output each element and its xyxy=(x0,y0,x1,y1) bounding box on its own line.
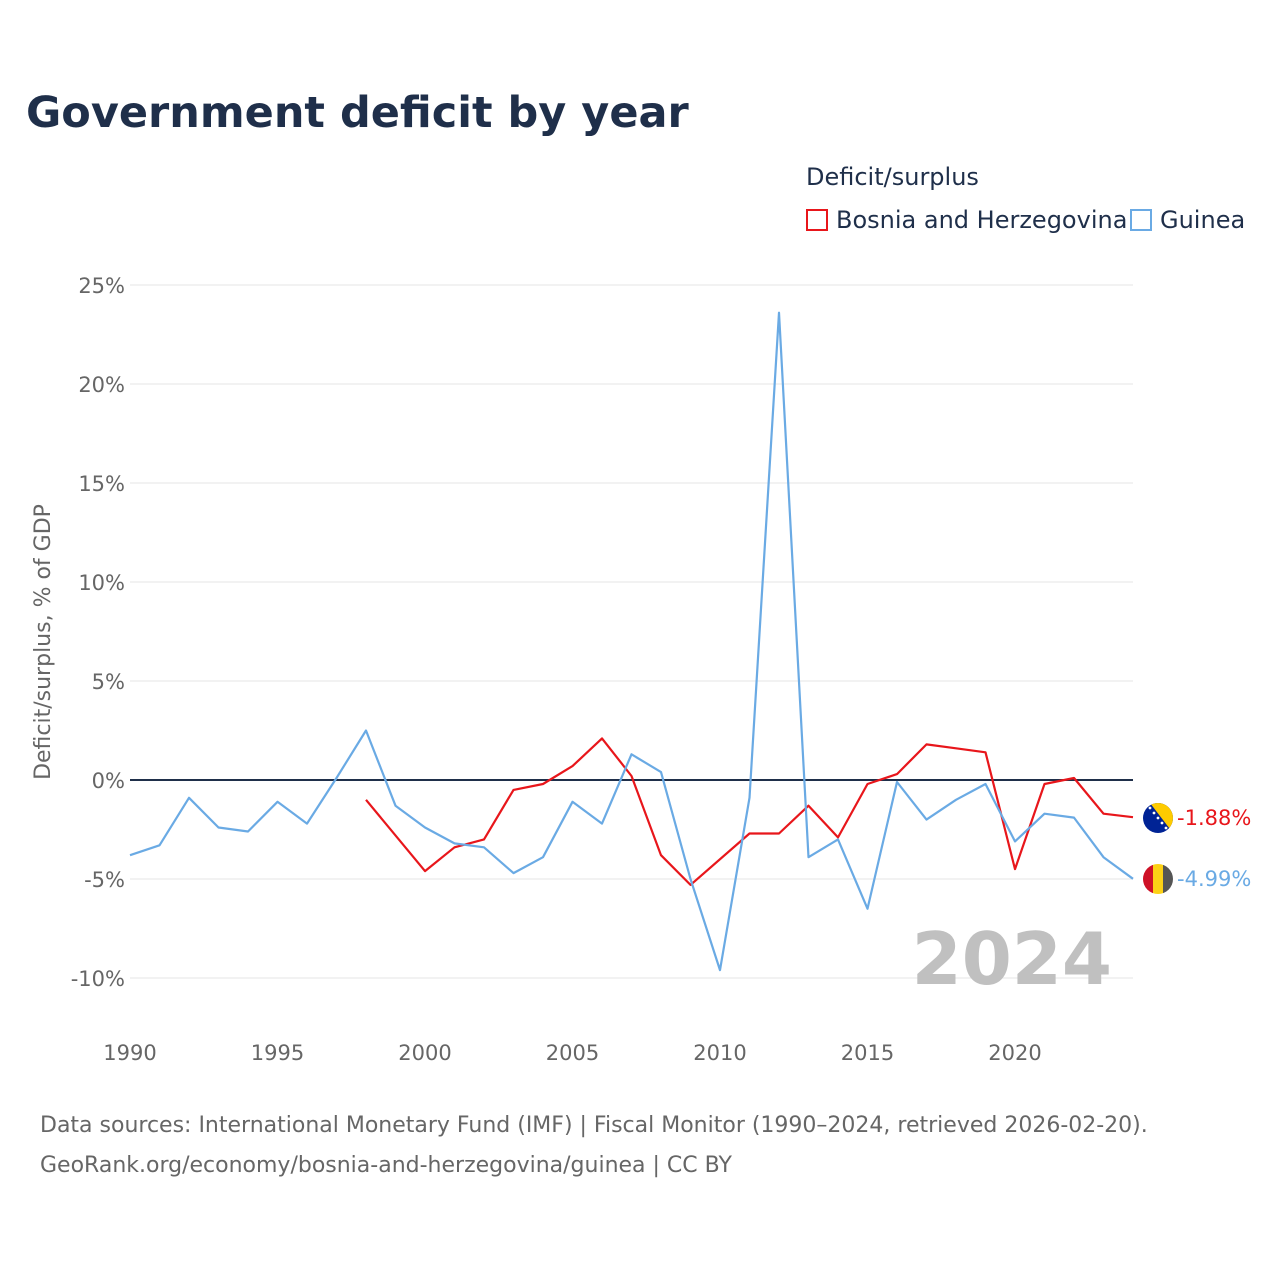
x-tick-label: 1995 xyxy=(251,1041,304,1065)
y-tick-label: 5% xyxy=(92,670,125,694)
legend-swatch-guinea xyxy=(1130,209,1152,231)
x-tick-label: 2005 xyxy=(546,1041,599,1065)
source-line-1: Data sources: International Monetary Fun… xyxy=(40,1113,1148,1138)
grid-lines xyxy=(130,284,1133,979)
x-axis-ticks: 1990 1995 2000 2005 2010 2015 2020 xyxy=(103,1041,1041,1065)
end-label-bosnia: -1.88% xyxy=(1177,806,1251,830)
chart-title: Government deficit by year xyxy=(26,88,689,138)
series-lines xyxy=(129,311,1134,972)
flag-guinea-icon xyxy=(1143,864,1173,894)
year-watermark: 2024 xyxy=(912,917,1112,1001)
source-note: Data sources: International Monetary Fun… xyxy=(40,1106,1148,1186)
legend-swatch-bosnia xyxy=(806,209,828,231)
series-line-guinea xyxy=(129,311,1134,972)
legend-label-bosnia: Bosnia and Herzegovina xyxy=(836,206,1128,234)
flag-bosnia-icon xyxy=(1143,803,1173,833)
x-tick-label: 1990 xyxy=(103,1041,156,1065)
y-axis-ticks: 25% 20% 15% 10% 5% 0% -5% -10% xyxy=(71,274,125,991)
y-tick-label: 0% xyxy=(92,769,125,793)
x-tick-label: 2015 xyxy=(841,1041,894,1065)
y-axis-title: Deficit/surplus, % of GDP xyxy=(31,504,56,780)
y-tick-label: 10% xyxy=(78,571,125,595)
legend-item-guinea[interactable]: Guinea xyxy=(1130,205,1245,235)
legend-item-bosnia[interactable]: Bosnia and Herzegovina xyxy=(806,205,1127,235)
source-line-2: GeoRank.org/economy/bosnia-and-herzegovi… xyxy=(40,1153,732,1178)
y-tick-label: -5% xyxy=(84,868,125,892)
legend-title: Deficit/surplus xyxy=(806,163,979,191)
x-tick-label: 2020 xyxy=(988,1041,1041,1065)
y-tick-label: -10% xyxy=(71,967,125,991)
series-line-bosnia-and-herzegovina xyxy=(365,737,1134,887)
x-tick-label: 2000 xyxy=(398,1041,451,1065)
legend-label-guinea: Guinea xyxy=(1160,206,1246,234)
y-tick-label: 25% xyxy=(78,274,125,298)
line-chart: 25% 20% 15% 10% 5% 0% -5% -10% 1990 1995 2000 2005… xyxy=(31,274,1251,1065)
end-label-guinea: -4.99% xyxy=(1177,867,1251,891)
y-tick-label: 20% xyxy=(78,373,125,397)
y-tick-label: 15% xyxy=(78,472,125,496)
x-tick-label: 2010 xyxy=(693,1041,746,1065)
